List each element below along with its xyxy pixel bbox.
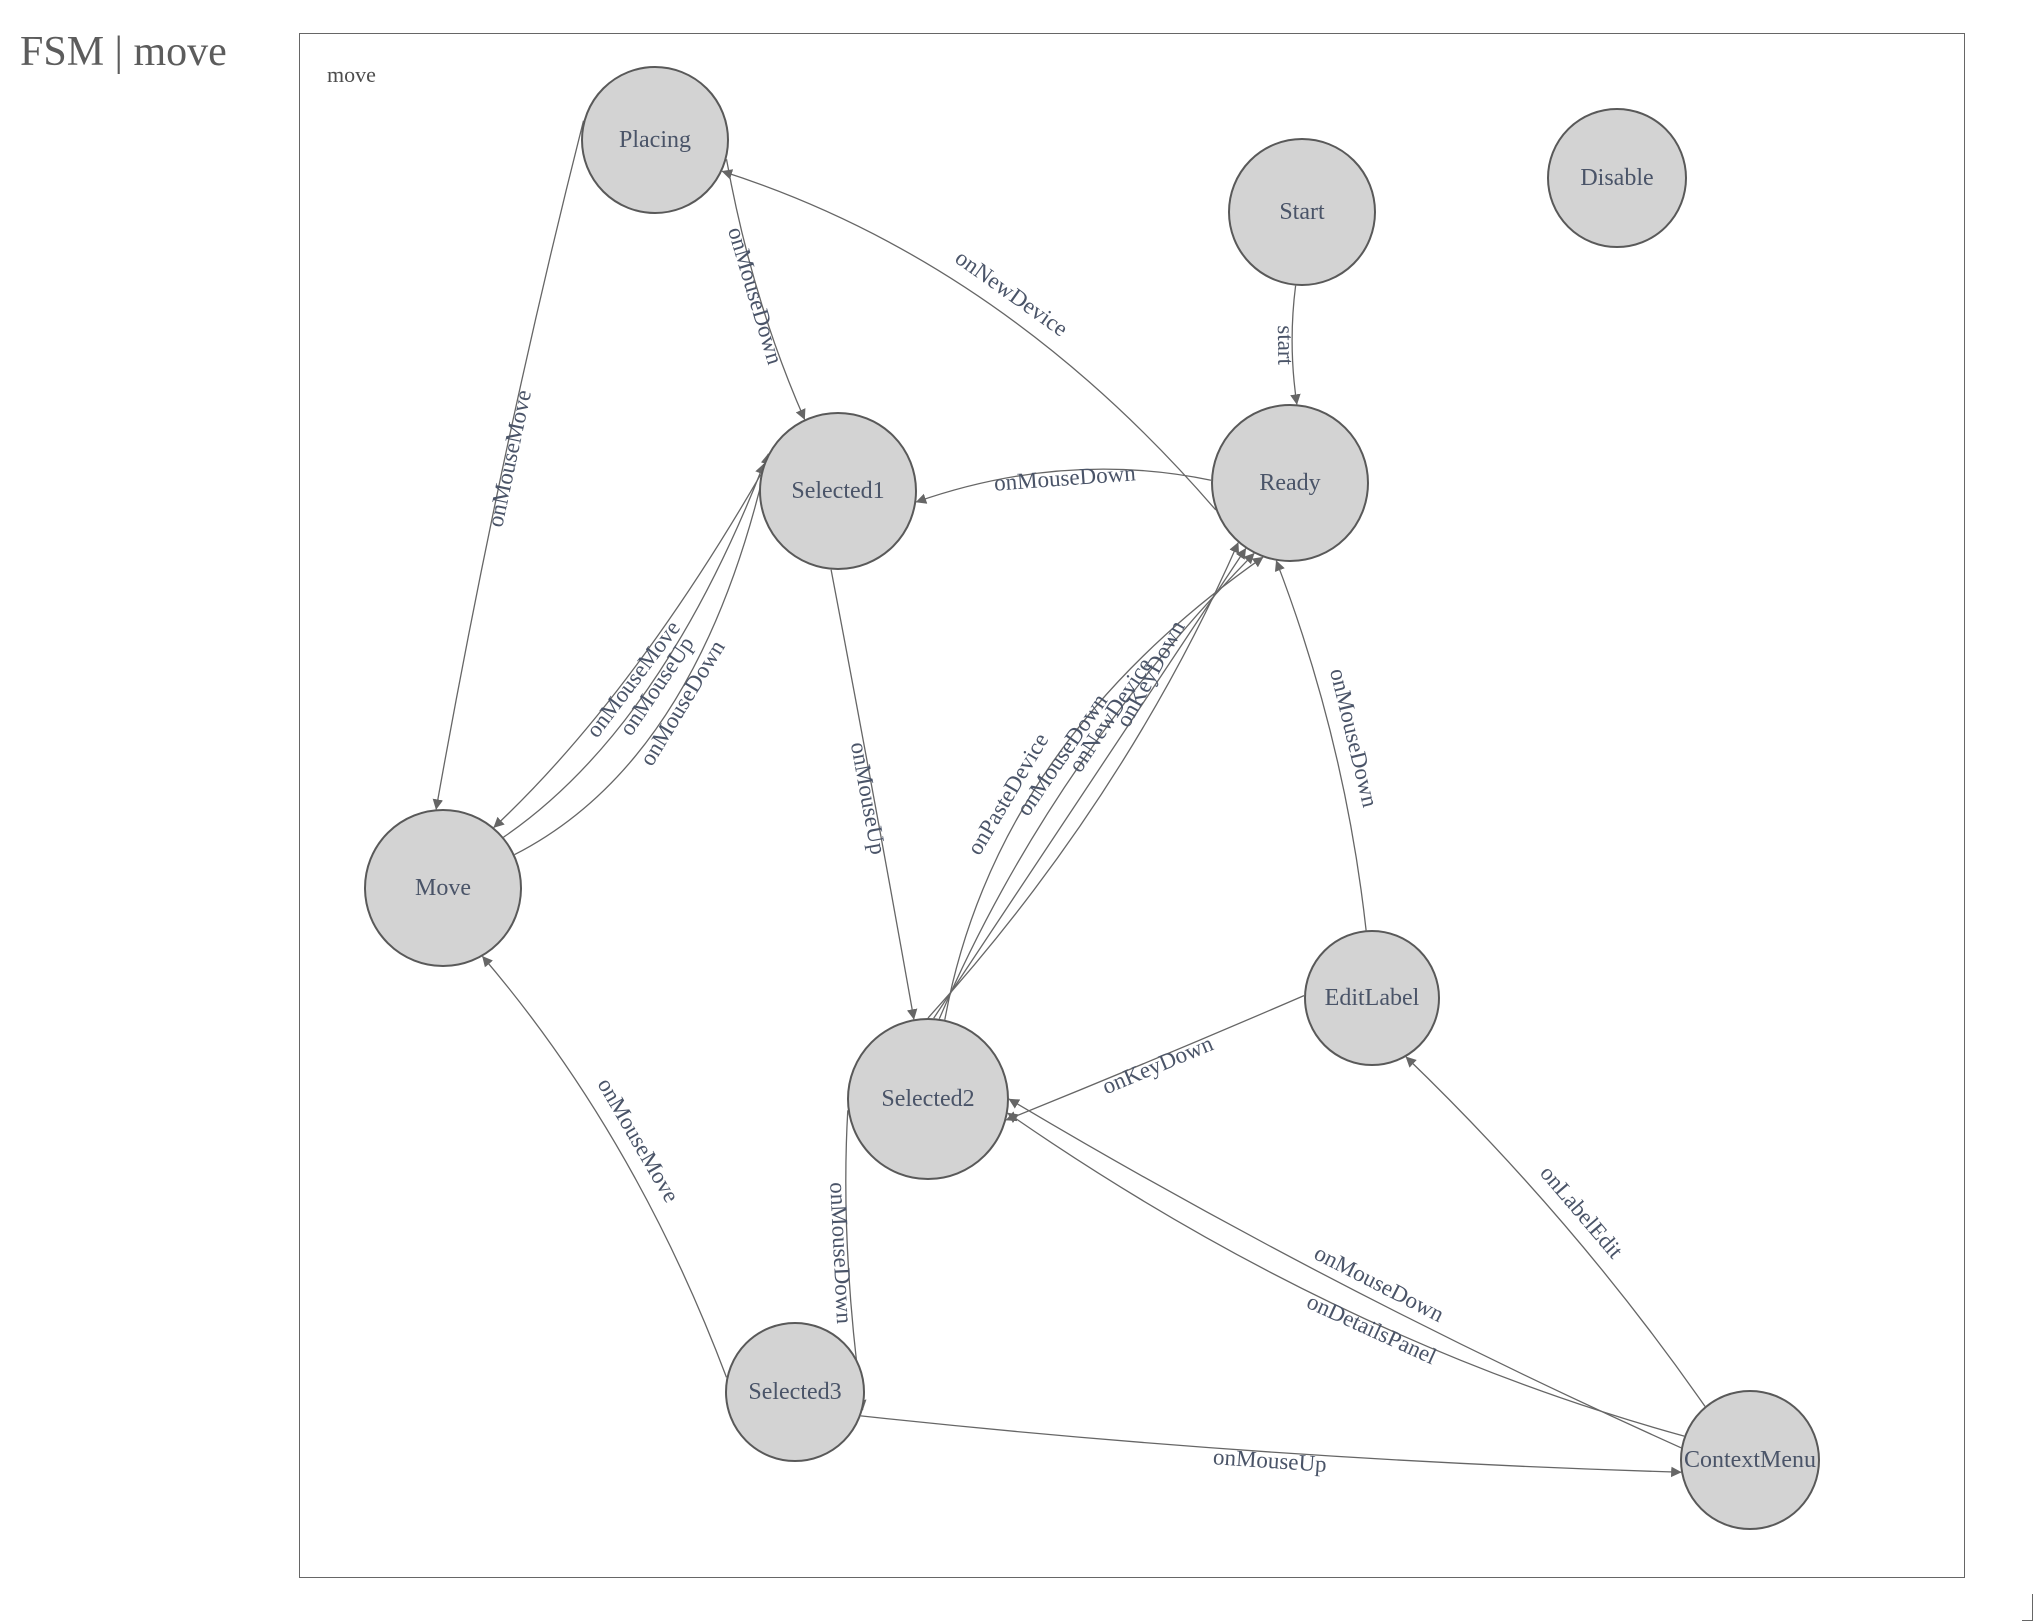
svg-text:onMouseDown: onMouseDown [723, 224, 788, 368]
svg-text:onKeyDown: onKeyDown [1099, 1030, 1218, 1099]
svg-text:onLabelEdit: onLabelEdit [1535, 1160, 1628, 1263]
svg-text:onMouseDown: onMouseDown [1325, 666, 1383, 810]
svg-text:start: start [1273, 325, 1298, 365]
svg-text:onMouseUp: onMouseUp [846, 740, 891, 856]
svg-text:onMouseMove: onMouseMove [482, 388, 536, 529]
svg-text:onNewDevice: onNewDevice [951, 245, 1073, 342]
svg-text:onMouseDown: onMouseDown [825, 1181, 857, 1324]
svg-text:onMouseDown: onMouseDown [993, 460, 1137, 495]
svg-text:onMouseMove: onMouseMove [593, 1074, 684, 1207]
svg-text:onMouseUp: onMouseUp [1212, 1444, 1327, 1477]
